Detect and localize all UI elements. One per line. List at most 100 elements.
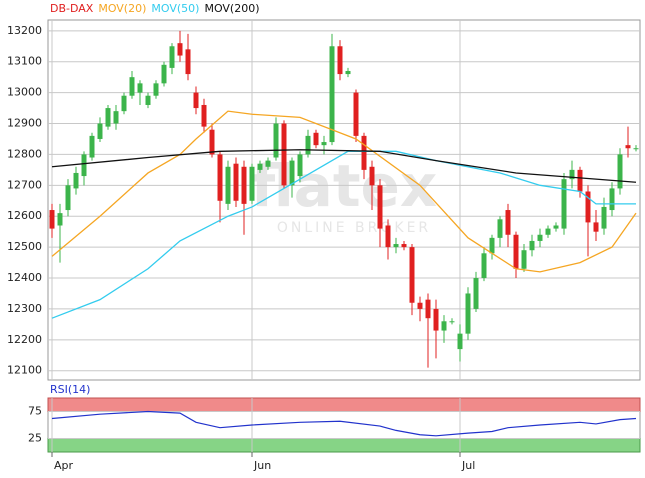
candle-body: [385, 225, 391, 248]
y-tick-label: 13000: [7, 86, 42, 99]
candle-body: [601, 206, 607, 229]
candle-body: [65, 185, 71, 211]
watermark: ONLINE BROKER: [277, 220, 431, 236]
candle-body: [89, 135, 95, 158]
candle-body: [513, 234, 519, 269]
candle-body: [289, 160, 295, 186]
candle-body: [561, 179, 567, 229]
candle-body: [361, 135, 367, 170]
candle-body: [457, 333, 463, 350]
candle-body: [225, 166, 231, 204]
candle-body: [81, 154, 87, 177]
candle-body: [313, 132, 319, 146]
x-tick-label: Jul: [461, 459, 475, 472]
rsi-tick-label: 75: [28, 405, 42, 418]
candle-body: [249, 166, 255, 201]
candle-body: [401, 244, 407, 248]
candle-body: [321, 142, 327, 146]
moving-average: [51, 110, 637, 273]
candle-body: [217, 154, 223, 201]
candle-body: [57, 213, 63, 226]
candle-body: [201, 104, 207, 127]
candle-body: [409, 247, 415, 303]
y-tick-label: 12100: [7, 364, 42, 377]
plot: 12100 12200 12300 12400 12500 12600 12700 12800…: [7, 2, 641, 472]
candle-body: [329, 46, 335, 143]
legend-entry: DB-DAX: [50, 2, 94, 15]
rsi-tick-label: 25: [28, 432, 42, 445]
candle-body: [577, 169, 583, 192]
candle-body: [377, 185, 383, 229]
candle-body: [529, 240, 535, 251]
candle-body: [569, 169, 575, 180]
candle-body: [145, 95, 151, 105]
candle-body: [161, 64, 167, 84]
x-tick-label: Apr: [54, 459, 74, 472]
candle-body: [345, 70, 351, 75]
y-tick-label: 12200: [7, 333, 42, 346]
y-tick-label: 12600: [7, 209, 42, 222]
candle-body: [489, 237, 495, 254]
candle-body: [609, 188, 615, 211]
y-tick-label: 13200: [7, 24, 42, 37]
y-tick-label: 12300: [7, 302, 42, 315]
candle-body: [425, 299, 431, 319]
candle-body: [505, 210, 511, 235]
candle-body: [545, 228, 551, 235]
candle-body: [537, 234, 543, 241]
candle-body: [497, 219, 503, 238]
candle-body: [185, 49, 191, 75]
candle-body: [625, 145, 631, 149]
candle-body: [273, 123, 279, 158]
candle-body: [113, 111, 119, 124]
legend-entry: MOV(50): [151, 2, 199, 15]
candle-body: [393, 244, 399, 248]
candle-body: [633, 148, 639, 150]
candle-body: [473, 278, 479, 309]
y-tick-label: 12400: [7, 271, 42, 284]
candle-body: [337, 46, 343, 75]
candle-body: [73, 172, 79, 189]
candle-body: [369, 166, 375, 186]
candle-body: [281, 123, 287, 186]
candle-body: [433, 308, 439, 331]
candle-body: [305, 135, 311, 155]
rsi-line: [51, 410, 637, 437]
candle-body: [481, 253, 487, 279]
candle-body: [209, 129, 215, 155]
y-tick-label: 13100: [7, 55, 42, 68]
candle-body: [585, 191, 591, 223]
candle-body: [449, 321, 455, 323]
candle-body: [521, 250, 527, 269]
rsi-label: RSI(14): [50, 383, 90, 396]
candle-body: [49, 210, 55, 229]
rsi-lower-band: [47, 438, 641, 453]
x-tick-label: Jun: [253, 459, 271, 472]
candle-body: [417, 302, 423, 309]
candle-body: [617, 154, 623, 189]
candle-body: [233, 163, 239, 201]
legend-entry: MOV(20): [98, 2, 146, 15]
candle-body: [241, 166, 247, 204]
candle-body: [137, 83, 143, 93]
candle-body: [105, 108, 111, 127]
moving-average: [51, 149, 637, 183]
candle-body: [257, 163, 263, 170]
candle-body: [153, 83, 159, 96]
candle-body: [97, 123, 103, 139]
rsi-upper-band: [47, 397, 641, 412]
y-tick-label: 12800: [7, 147, 42, 160]
candle-body: [121, 95, 127, 112]
candle-body: [129, 77, 135, 96]
main-frame: [47, 19, 641, 381]
candle-body: [297, 154, 303, 177]
candle-body: [265, 160, 271, 167]
legend-entry: MOV(200): [204, 2, 259, 15]
candle-body: [553, 225, 559, 229]
candle-body: [465, 293, 471, 334]
candle-body: [193, 92, 199, 109]
candle-body: [441, 321, 447, 331]
candle-body: [593, 222, 599, 232]
candle-body: [169, 46, 175, 68]
